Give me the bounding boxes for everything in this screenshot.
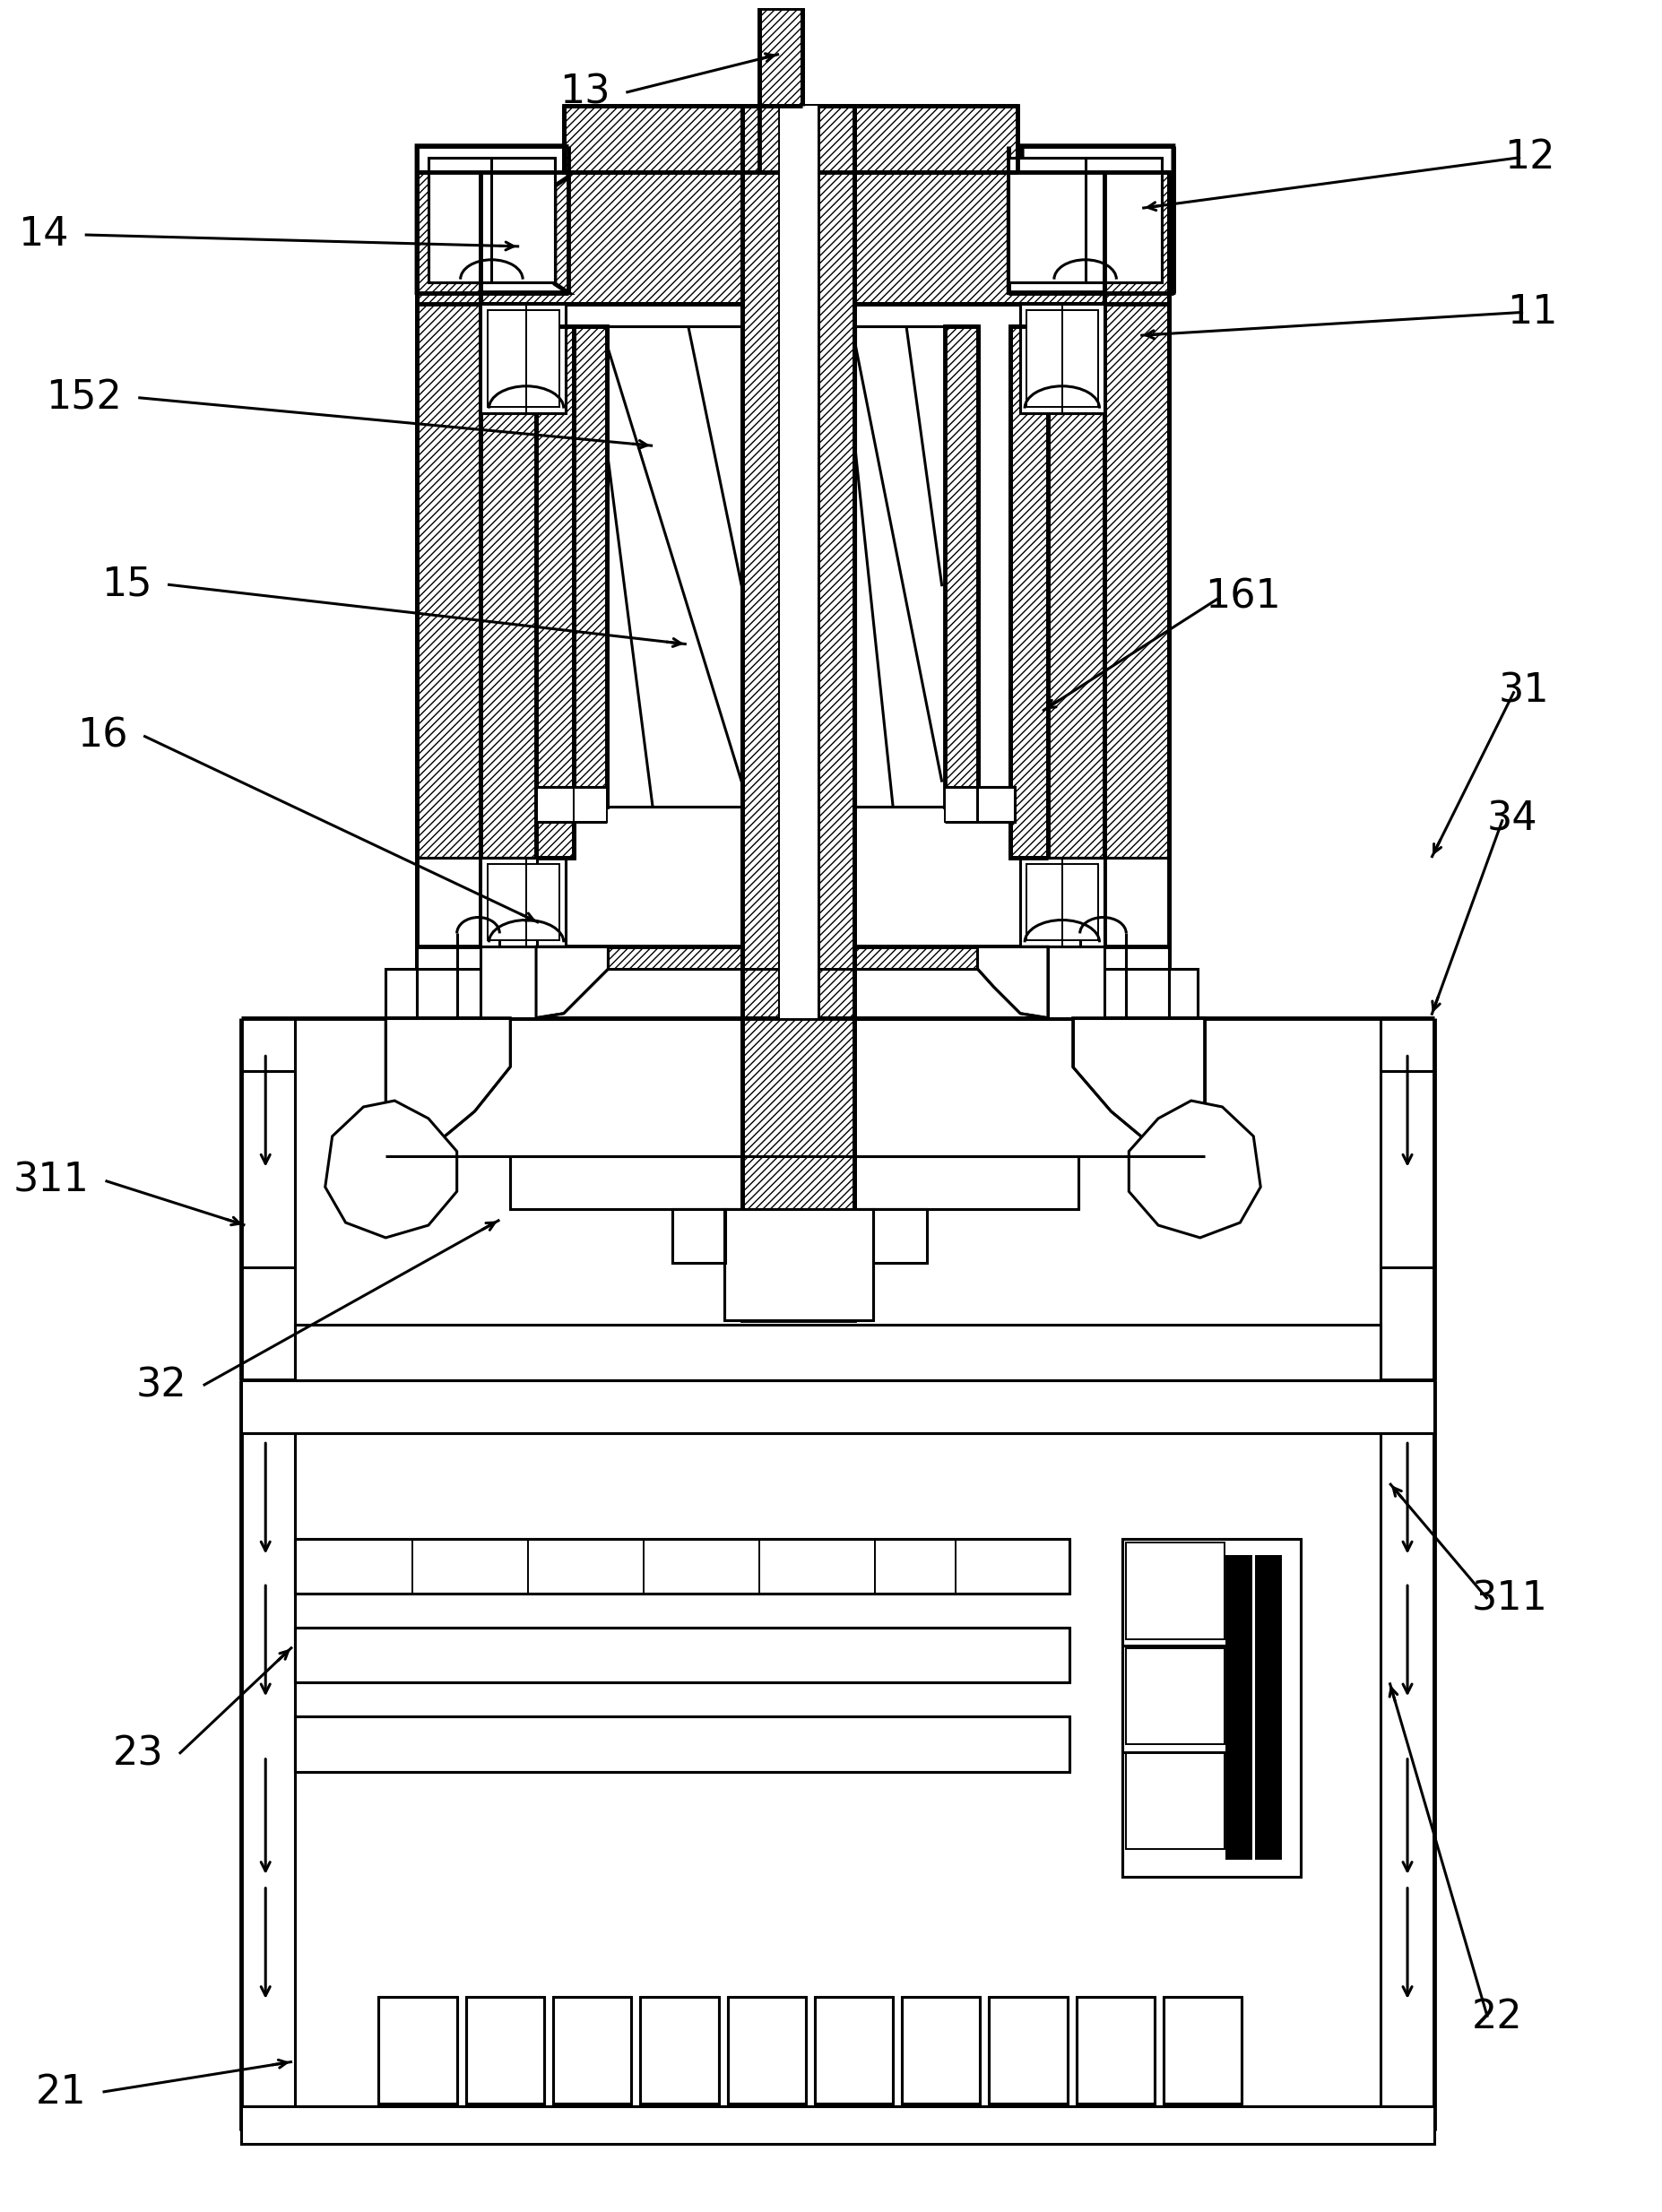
Bar (673, 1210, 725, 1263)
Bar (417, 173, 480, 947)
Bar (1077, 1997, 1155, 2104)
Polygon shape (977, 947, 1047, 1018)
Bar (944, 787, 977, 823)
Bar (553, 1997, 632, 2104)
Text: 21: 21 (37, 2073, 86, 2110)
Bar (537, 327, 573, 858)
Bar (417, 947, 1168, 1018)
Bar (417, 173, 1168, 305)
Bar (465, 1997, 543, 2104)
Bar (480, 305, 537, 947)
Bar (818, 106, 854, 1018)
Bar (1127, 1752, 1225, 1849)
Text: 12: 12 (1504, 137, 1556, 177)
Text: 16: 16 (76, 717, 128, 754)
Bar (1163, 1997, 1242, 2104)
Bar (379, 1997, 457, 2104)
Bar (1047, 305, 1105, 947)
Bar (874, 1210, 927, 1263)
Bar (480, 858, 565, 947)
Bar (510, 1157, 1079, 1210)
Bar (1127, 1648, 1225, 1743)
Polygon shape (537, 947, 608, 1018)
Bar (294, 1717, 1069, 1772)
Polygon shape (1128, 1102, 1260, 1239)
Bar (856, 327, 944, 807)
Polygon shape (386, 1018, 510, 1157)
Bar (1009, 157, 1162, 281)
Bar (417, 858, 537, 1018)
Bar (814, 1997, 892, 2104)
Bar (573, 327, 607, 807)
Bar (944, 327, 979, 807)
Text: 11: 11 (1507, 292, 1557, 332)
Bar (294, 1325, 1381, 1380)
Text: 152: 152 (47, 378, 123, 416)
Bar (725, 1210, 874, 1321)
Bar (294, 1628, 1069, 1683)
Bar (1010, 327, 1047, 858)
Bar (386, 969, 1197, 1018)
Text: 34: 34 (1487, 801, 1537, 838)
Text: 32: 32 (136, 1367, 188, 1405)
Polygon shape (417, 146, 568, 292)
Bar (728, 1997, 806, 2104)
Bar (779, 106, 818, 1018)
Bar (743, 106, 779, 1018)
Bar (1105, 173, 1168, 947)
Bar (1047, 947, 1105, 1018)
Text: 23: 23 (113, 1734, 163, 1774)
Bar (989, 1997, 1067, 2104)
Bar (573, 787, 607, 823)
Text: 161: 161 (1205, 577, 1280, 617)
Bar (977, 787, 1015, 823)
Text: 311: 311 (13, 1161, 90, 1201)
Bar (537, 787, 573, 823)
Polygon shape (1072, 1018, 1205, 1157)
Bar (417, 947, 1168, 1018)
Bar (241, 1380, 1434, 1433)
Bar (1027, 310, 1097, 407)
Polygon shape (326, 1102, 457, 1239)
Bar (429, 157, 555, 281)
Bar (607, 327, 743, 807)
Polygon shape (1009, 146, 1173, 292)
Bar (480, 947, 537, 1018)
Bar (1227, 1557, 1251, 1858)
Bar (563, 106, 1017, 173)
Text: 22: 22 (1471, 1997, 1522, 2037)
Bar (902, 1997, 981, 2104)
Bar (1020, 858, 1105, 947)
Bar (640, 1997, 718, 2104)
Bar (760, 106, 803, 173)
Bar (760, 9, 803, 106)
Bar (1020, 305, 1105, 414)
Bar (489, 310, 558, 407)
Bar (294, 1540, 1069, 1593)
Bar (743, 1018, 854, 1321)
Bar (489, 865, 558, 940)
Bar (480, 305, 565, 414)
Bar (1127, 1544, 1225, 1639)
Text: 14: 14 (18, 215, 68, 254)
Text: 31: 31 (1497, 672, 1549, 710)
Bar (241, 2106, 1434, 2143)
Text: 15: 15 (101, 566, 151, 604)
Text: 311: 311 (1471, 1579, 1547, 1619)
Bar (1027, 865, 1097, 940)
Bar (1256, 1557, 1281, 1858)
Bar (1122, 1540, 1301, 1876)
Text: 13: 13 (558, 73, 610, 113)
Bar (1049, 858, 1168, 1018)
